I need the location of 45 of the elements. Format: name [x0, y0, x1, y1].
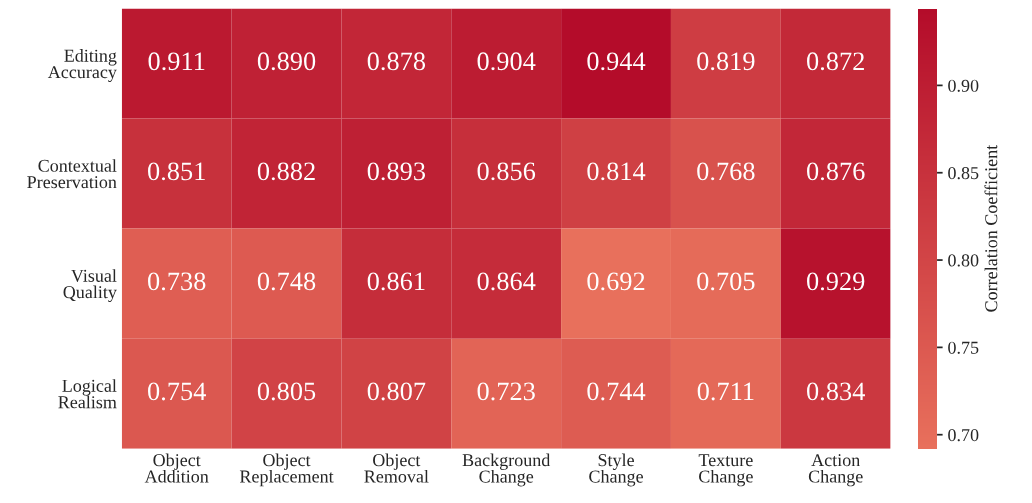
- text: 0.85: [948, 166, 979, 180]
- data-label: 0.807: [367, 382, 426, 401]
- data-label: 0.723: [477, 382, 535, 401]
- color-bar-title: Correlation Coefficient: [984, 144, 998, 312]
- text: 0.90: [948, 79, 979, 92]
- text: 0.80: [948, 254, 979, 267]
- y-tick-label: Editing Accuracy: [47, 49, 117, 82]
- text: 0.75: [948, 341, 979, 354]
- data-label: 0.705: [697, 272, 755, 291]
- data-label: 0.834: [807, 382, 865, 401]
- data-label: 0.744: [587, 382, 646, 401]
- data-label: 0.878: [367, 52, 426, 71]
- data-label: 0.711: [697, 382, 754, 401]
- data-label: 0.929: [807, 272, 865, 291]
- data-label: 0.768: [697, 162, 755, 181]
- x-tick-label: Style Change: [589, 453, 643, 487]
- y-tick-label: Visual Quality: [63, 269, 117, 302]
- x-tick-label: Object Removal: [364, 453, 429, 483]
- x-tick-label: Action Change: [808, 454, 863, 487]
- data-label: 0.748: [257, 272, 316, 291]
- x-tick-label: Object Addition: [144, 453, 209, 483]
- x-tick-label: Object Replacement: [239, 453, 334, 487]
- x-tick-label: Background Change: [462, 453, 551, 487]
- text: 0.70: [948, 428, 979, 442]
- data-label: 0.882: [257, 162, 315, 181]
- data-label: 0.819: [697, 52, 755, 71]
- y-tick-label: Logical Realism: [58, 379, 117, 409]
- x-tick-label: Texture Change: [698, 454, 753, 487]
- data-label: 0.864: [477, 272, 536, 291]
- data-label: 0.944: [587, 52, 646, 71]
- data-label: 0.893: [367, 162, 426, 181]
- data-label: 0.876: [807, 162, 865, 181]
- data-label: 0.805: [257, 382, 316, 401]
- data-label: 0.814: [587, 162, 646, 181]
- data-label: 0.890: [257, 52, 316, 71]
- data-label: 0.754: [148, 382, 206, 401]
- data-label: 0.861: [367, 272, 425, 291]
- data-label: 0.851: [148, 162, 205, 181]
- data-label: 0.738: [148, 272, 206, 291]
- data-label: 0.872: [807, 52, 864, 71]
- data-label: 0.856: [477, 162, 536, 181]
- data-label: 0.911: [148, 52, 205, 71]
- y-tick-label: Contextual Preservation: [27, 159, 117, 189]
- data-label: 0.692: [587, 272, 645, 291]
- data-label: 0.904: [477, 52, 536, 71]
